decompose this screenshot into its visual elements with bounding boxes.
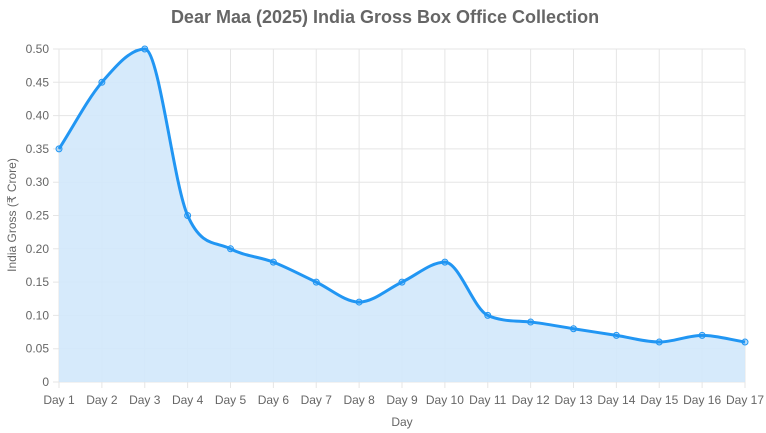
data-point (741, 338, 749, 346)
x-tick-label: Day 2 (86, 393, 118, 407)
data-point (612, 331, 620, 339)
data-point (312, 278, 320, 286)
x-tick-label: Day 8 (343, 393, 375, 407)
x-tick-label: Day 4 (172, 393, 204, 407)
y-tick-label: 0 (42, 375, 49, 389)
x-tick-label: Day 13 (554, 393, 592, 407)
y-tick-label: 0.05 (26, 342, 50, 356)
y-tick-label: 0.45 (26, 75, 50, 89)
data-point (441, 258, 449, 266)
x-tick-label: Day 11 (469, 393, 506, 407)
x-tick-label: Day 5 (215, 393, 247, 407)
y-tick-label: 0.35 (26, 142, 50, 156)
x-tick-label: Day 6 (258, 393, 290, 407)
data-point (398, 278, 406, 286)
data-points (55, 45, 749, 346)
x-tick-label: Day 10 (426, 393, 464, 407)
x-tick-label: Day 16 (683, 393, 721, 407)
x-tick-label: Day 12 (512, 393, 550, 407)
x-tick-label: Day 15 (640, 393, 678, 407)
x-tick-label: Day 1 (43, 393, 75, 407)
data-point (227, 245, 234, 253)
area-fill (59, 49, 745, 382)
x-tick-label: Day 9 (386, 393, 418, 407)
x-tick-label: Day 17 (726, 393, 764, 407)
chart-title: Dear Maa (2025) India Gross Box Office C… (171, 7, 599, 27)
series-line (57, 47, 746, 344)
data-point (55, 145, 63, 153)
y-tick-label: 0.10 (26, 308, 50, 322)
y-tick-label: 0.50 (26, 42, 50, 56)
data-point (269, 258, 277, 266)
y-ticks: 0 0.05 0.10 0.15 0.20 0.25 0.30 0.35 0.40 0.45 0.5… (26, 42, 50, 389)
x-tick-label: Day 3 (129, 393, 161, 407)
x-tick-label: Day 14 (597, 393, 635, 407)
y-axis-label: India Gross (₹ Crore) (5, 158, 19, 272)
x-ticks: Day 1 Day 2 Day 3 Day 4 Day 5 Day 6 Day 7 Day 8… (43, 393, 764, 407)
x-tick-label: Day 7 (301, 393, 333, 407)
data-point (141, 45, 149, 53)
y-tick-label: 0.30 (26, 175, 50, 189)
data-point (570, 325, 577, 333)
y-tick-label: 0.20 (26, 242, 50, 256)
data-point (184, 212, 192, 219)
data-point (484, 311, 492, 319)
data-point (98, 78, 106, 86)
x-axis-label: Day (391, 415, 412, 429)
data-point (355, 298, 363, 306)
data-point (655, 338, 663, 346)
data-point (698, 331, 706, 339)
y-tick-label: 0.40 (26, 109, 50, 123)
y-tick-label: 0.15 (26, 275, 50, 289)
y-tick-label: 0.25 (26, 209, 50, 223)
data-point (527, 318, 535, 326)
